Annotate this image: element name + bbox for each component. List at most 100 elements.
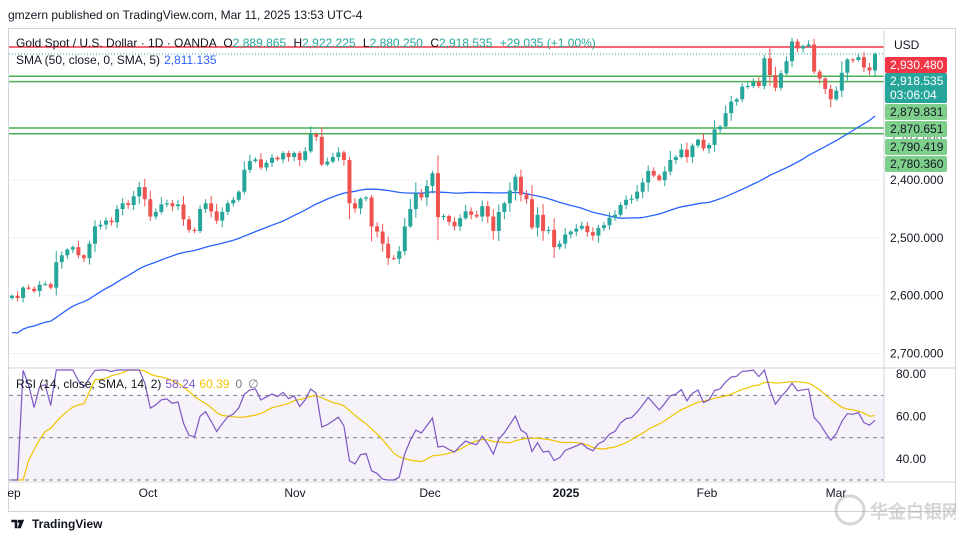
candle-body: [386, 243, 391, 259]
time-tick-label: 2025: [553, 486, 580, 500]
candle-body: [618, 205, 623, 215]
chart-frame: [8, 28, 956, 512]
candle-body: [43, 284, 48, 286]
candle-body: [651, 170, 656, 176]
green-level-label-2: 2,870.651: [890, 122, 944, 136]
candle-body: [308, 133, 313, 152]
red-level-label-box: [885, 57, 947, 73]
candle-body: [81, 255, 86, 259]
candle-body: [164, 203, 169, 205]
candle-body: [54, 262, 59, 288]
candle-body: [568, 231, 573, 235]
sma-legend[interactable]: SMA (50, close, 0, SMA, 5) 2,811.135: [16, 53, 217, 67]
candle-body: [292, 153, 297, 158]
candle-body: [491, 216, 496, 231]
candle-body: [258, 159, 263, 168]
time-tick-label: Oct: [139, 486, 158, 500]
green-level-label-4: 2,780.360: [890, 157, 944, 171]
candle-body: [192, 229, 197, 231]
candle-body: [15, 295, 20, 298]
candle-body: [729, 101, 734, 114]
tradingview-logo-text: TradingView: [32, 517, 103, 531]
candle-body: [740, 86, 745, 100]
candle-body: [784, 61, 789, 74]
open-value: 2,889.865: [232, 36, 287, 50]
grid: [9, 179, 884, 354]
candle-body: [690, 145, 695, 158]
candle-body: [629, 198, 634, 200]
candle-body: [590, 232, 595, 236]
candle-body: [247, 161, 252, 170]
candle-body: [242, 169, 247, 192]
candle-body: [325, 161, 330, 165]
candle-body: [601, 225, 606, 229]
candle-body: [557, 243, 562, 248]
publish-line: gmzern published on TradingView.com, Mar…: [8, 8, 363, 22]
watermark-logo: 华金白银网: [834, 494, 960, 526]
green-level-label-2-box: [885, 121, 947, 137]
last-price-label: 2,918.535: [890, 74, 944, 88]
open-label: O: [223, 36, 233, 50]
candle-body: [341, 152, 346, 160]
candle-body: [856, 57, 861, 61]
price-tick-label: 2,700.000: [890, 346, 944, 360]
candle-body: [535, 214, 540, 228]
candle-body: [834, 90, 839, 100]
candle-body: [530, 199, 535, 228]
candle-body: [59, 255, 64, 263]
candle-body: [574, 228, 579, 232]
candle-body: [303, 151, 308, 160]
candle-body: [391, 258, 396, 260]
rsi-tick-label: 40.00: [896, 452, 926, 466]
candle-body: [236, 191, 241, 200]
candle-body: [596, 228, 601, 236]
candle-body: [375, 226, 380, 232]
candle-body: [209, 203, 214, 212]
sma-path: [11, 115, 876, 334]
candle-body: [718, 126, 723, 130]
candle-body: [845, 59, 850, 73]
candle-body: [37, 284, 42, 292]
candle-body: [187, 219, 192, 230]
candle-body: [397, 251, 402, 259]
candle-body: [181, 204, 186, 220]
candle-body: [98, 224, 103, 227]
candle-body: [408, 209, 413, 227]
green-level-label-3-box: [885, 139, 947, 155]
candle-body: [795, 41, 800, 49]
candle-body: [463, 211, 468, 219]
candle-body: [115, 209, 120, 223]
candle-body: [347, 159, 352, 204]
high-label: H: [293, 36, 303, 50]
candle-body: [314, 133, 319, 137]
candle-body: [767, 58, 772, 76]
candle-body: [253, 159, 258, 162]
candle-body: [734, 99, 739, 102]
rsi-extra-2: ∅: [248, 377, 259, 391]
candle-body: [507, 190, 512, 204]
rsi-legend[interactable]: RSI (14, close, SMA, 14, 2) 58.24 60.39 0 ∅: [16, 377, 259, 391]
candle-body: [496, 211, 501, 231]
candle-body: [275, 157, 280, 160]
sma-line: [11, 115, 876, 334]
candle-body: [48, 284, 53, 288]
candle-body: [358, 198, 363, 209]
candle-body: [751, 81, 756, 87]
candle-body: [369, 197, 374, 227]
candle-body: [867, 67, 872, 71]
candle-body: [126, 203, 131, 206]
price-tick-label: 2,600.000: [890, 289, 944, 303]
candle-body: [10, 295, 14, 298]
currency-label[interactable]: USD: [894, 38, 920, 52]
candle-body: [756, 81, 761, 87]
candle-body: [552, 229, 557, 248]
candle-body: [563, 234, 568, 244]
candle-body: [701, 139, 706, 149]
low-value: 2,880.250: [369, 36, 423, 50]
candle-body: [380, 231, 385, 244]
tradingview-logo[interactable]: TradingView: [10, 517, 102, 531]
symbol-title: Gold Spot / U.S. Dollar · 1D · OANDA: [16, 36, 217, 50]
symbol-legend[interactable]: Gold Spot / U.S. Dollar · 1D · OANDA O2,…: [16, 36, 596, 50]
candle-body: [485, 206, 490, 217]
